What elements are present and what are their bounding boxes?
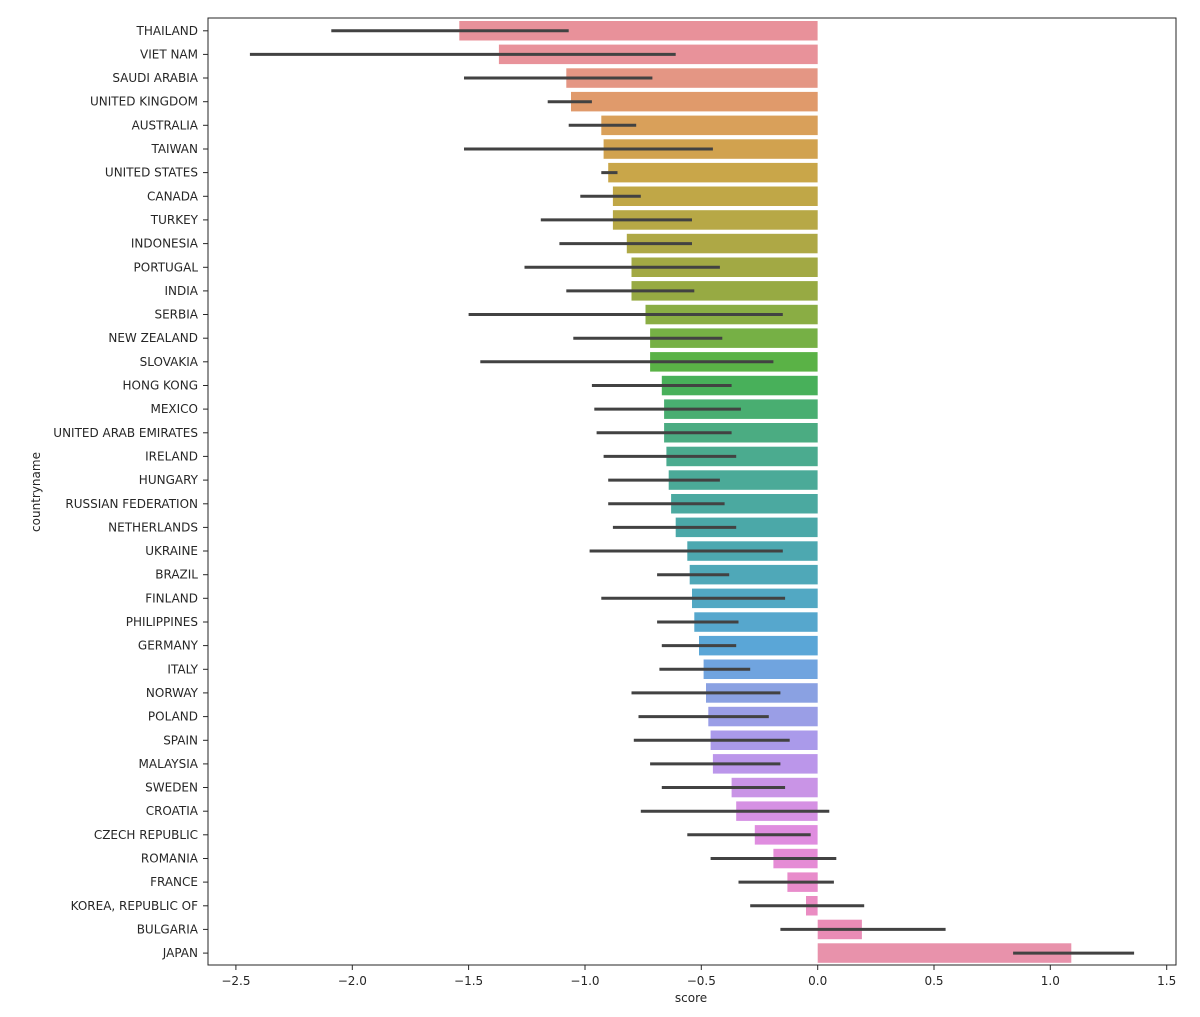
x-tick-label: −1.5	[454, 974, 483, 988]
y-tick-label: VIET NAM	[140, 47, 198, 61]
bar	[666, 446, 818, 467]
x-axis-label: score	[675, 991, 707, 1005]
y-tick-label: UNITED STATES	[105, 166, 198, 180]
y-tick-label: SERBIA	[154, 308, 198, 322]
y-tick-label: SPAIN	[163, 733, 198, 747]
y-tick-label: UNITED KINGDOM	[90, 95, 198, 109]
x-tick-label: −2.5	[221, 974, 250, 988]
y-axis: THAILAND VIET NAM SAUDI ARABIA UNITED KINGD…	[53, 24, 208, 960]
y-tick-label: AUSTRALIA	[132, 118, 199, 132]
bar	[631, 257, 818, 277]
y-tick-label: HUNGARY	[139, 473, 199, 487]
y-tick-label: BULGARIA	[137, 922, 199, 936]
y-tick-label: MEXICO	[150, 402, 198, 416]
y-tick-label: PORTUGAL	[134, 260, 199, 274]
y-tick-label: NETHERLANDS	[108, 520, 198, 534]
bar	[626, 233, 818, 254]
x-tick-label: 0.0	[808, 974, 827, 988]
error-bars-layer	[249, 29, 1135, 955]
bar	[650, 328, 818, 348]
bar	[612, 186, 818, 206]
bar	[703, 659, 818, 679]
x-tick-label: −2.0	[338, 974, 367, 988]
y-tick-label: SAUDI ARABIA	[112, 71, 198, 85]
bar	[459, 21, 818, 41]
bar	[671, 494, 818, 514]
y-tick-label: FINLAND	[145, 591, 198, 605]
bars-layer	[459, 21, 1072, 963]
x-axis: −2.5 −2.0 −1.5 −1.0 −0.5 0.0 0.5 1.0 1.5	[221, 965, 1176, 988]
y-tick-label: FRANCE	[150, 875, 198, 889]
plot-background	[208, 18, 1176, 965]
y-tick-label: CROATIA	[146, 804, 199, 818]
y-tick-label: IRELAND	[145, 449, 198, 463]
bar	[689, 564, 818, 585]
bar	[661, 375, 818, 396]
x-tick-label: 0.5	[924, 974, 943, 988]
y-tick-label: CANADA	[147, 189, 199, 203]
y-tick-label: THAILAND	[136, 24, 199, 38]
y-tick-label: RUSSIAN FEDERATION	[65, 497, 198, 511]
bar	[601, 115, 818, 136]
y-tick-label: TURKEY	[150, 213, 199, 227]
y-tick-label: KOREA, REPUBLIC OF	[71, 899, 198, 913]
plot-frame	[207, 17, 1177, 966]
y-tick-label: SLOVAKIA	[140, 355, 199, 369]
y-tick-label: HONG KONG	[123, 379, 199, 393]
y-tick-label: INDIA	[164, 284, 198, 298]
bar	[608, 162, 818, 183]
y-tick-label: BRAZIL	[155, 568, 198, 582]
y-tick-label: POLAND	[148, 710, 198, 724]
bar	[817, 943, 1072, 963]
y-tick-label: INDONESIA	[131, 237, 199, 251]
x-tick-label: 1.0	[1041, 974, 1060, 988]
y-tick-label: ROMANIA	[141, 852, 199, 866]
y-tick-label: NEW ZEALAND	[108, 331, 198, 345]
bar	[694, 612, 818, 632]
x-tick-label: −0.5	[687, 974, 716, 988]
y-tick-label: SWEDEN	[145, 781, 198, 795]
y-tick-label: NORWAY	[146, 686, 199, 700]
x-tick-label: −1.0	[570, 974, 599, 988]
y-tick-label: CZECH REPUBLIC	[94, 828, 198, 842]
y-tick-label: MALAYSIA	[139, 757, 199, 771]
bar	[612, 210, 818, 230]
y-tick-label: ITALY	[167, 662, 198, 676]
bar	[631, 281, 818, 301]
y-tick-label: UKRAINE	[145, 544, 198, 558]
bar	[566, 68, 818, 88]
bar	[699, 635, 818, 656]
y-tick-label: JAPAN	[162, 946, 198, 960]
y-axis-label: countryname	[29, 452, 43, 532]
bar	[571, 91, 818, 112]
bar	[664, 423, 818, 443]
y-tick-label: GERMANY	[138, 639, 199, 653]
bar	[668, 470, 818, 490]
bar	[675, 517, 818, 538]
y-tick-label: UNITED ARAB EMIRATES	[53, 426, 198, 440]
y-tick-label: PHILIPPINES	[126, 615, 198, 629]
x-tick-label: 1.5	[1157, 974, 1176, 988]
y-tick-label: TAIWAN	[150, 142, 198, 156]
